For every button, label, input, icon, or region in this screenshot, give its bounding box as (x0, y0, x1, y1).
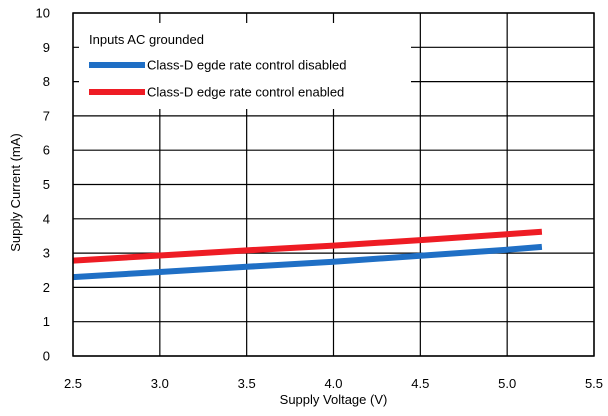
legend-label-2: Class-D edge rate control enabled (147, 85, 344, 100)
x-tick-label: 5.5 (585, 376, 603, 391)
y-tick-labels: 0 1 2 3 4 5 6 7 8 9 10 (36, 6, 50, 364)
y-tick-label: 1 (43, 314, 50, 329)
x-tick-label: 2.5 (64, 376, 82, 391)
legend: Inputs AC grounded Class-D egde rate con… (79, 23, 411, 109)
y-axis-label: Supply Current (mA) (8, 133, 23, 251)
y-tick-label: 3 (43, 246, 50, 261)
y-tick-label: 0 (43, 349, 50, 364)
legend-title: Inputs AC grounded (89, 32, 204, 47)
plot-frame (72, 12, 595, 357)
y-tick-label: 2 (43, 280, 50, 295)
x-tick-label: 3.5 (238, 376, 256, 391)
x-axis-label: Supply Voltage (V) (280, 392, 388, 407)
x-tick-label: 3.0 (151, 376, 169, 391)
x-tick-label: 4.0 (324, 376, 342, 391)
y-tick-label: 10 (36, 6, 50, 21)
y-tick-label: 8 (43, 74, 50, 89)
x-tick-label: 4.5 (411, 376, 429, 391)
series-line-2 (72, 228, 543, 264)
x-tick-labels: 2.5 3.0 3.5 4.0 4.5 5.0 5.5 (64, 376, 603, 391)
y-tick-label: 9 (43, 40, 50, 55)
series-lines (72, 228, 543, 281)
y-tick-label: 6 (43, 143, 50, 158)
x-tick-label: 5.0 (498, 376, 516, 391)
legend-items: Class-D egde rate control disabled Class-… (89, 58, 346, 100)
y-tick-label: 4 (43, 211, 50, 226)
series-line-1 (72, 243, 543, 281)
y-tick-label: 7 (43, 108, 50, 123)
legend-label-1: Class-D egde rate control disabled (147, 58, 346, 73)
y-tick-label: 5 (43, 177, 50, 192)
